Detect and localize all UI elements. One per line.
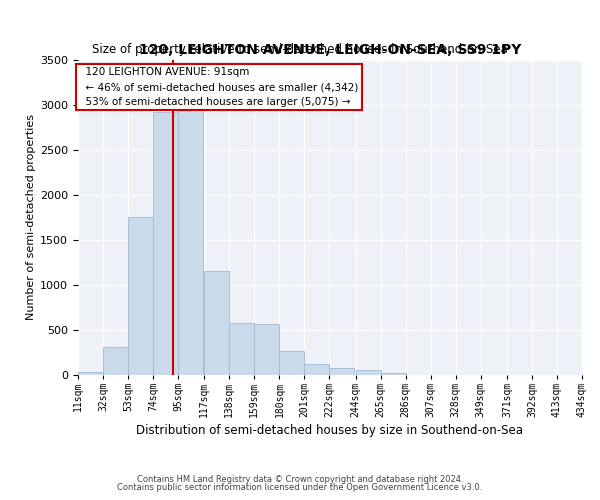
Text: 120 LEIGHTON AVENUE: 91sqm
  ← 46% of semi-detached houses are smaller (4,342)
 : 120 LEIGHTON AVENUE: 91sqm ← 46% of semi… [79,67,359,107]
Bar [153,112,178,375]
Bar [380,373,406,375]
Bar [103,347,128,375]
Bar [204,270,229,375]
Bar [128,218,153,375]
Text: Contains HM Land Registry data © Crown copyright and database right 2024.: Contains HM Land Registry data © Crown c… [137,475,463,484]
Bar [329,368,355,375]
Title: 120, LEIGHTON AVENUE, LEIGH-ON-SEA, SS9 1PY: 120, LEIGHTON AVENUE, LEIGH-ON-SEA, SS9 … [139,44,521,58]
Bar [280,350,304,375]
Y-axis label: Number of semi-detached properties: Number of semi-detached properties [26,114,36,320]
Bar [356,370,380,375]
Bar [78,372,103,375]
X-axis label: Distribution of semi-detached houses by size in Southend-on-Sea: Distribution of semi-detached houses by … [137,424,523,437]
Bar [304,364,329,375]
Bar [178,105,203,375]
Bar [254,324,280,375]
Text: Size of property relative to semi-detached houses in Southend-on-Sea: Size of property relative to semi-detach… [92,42,508,56]
Bar [229,323,254,375]
Text: Contains public sector information licensed under the Open Government Licence v3: Contains public sector information licen… [118,484,482,492]
